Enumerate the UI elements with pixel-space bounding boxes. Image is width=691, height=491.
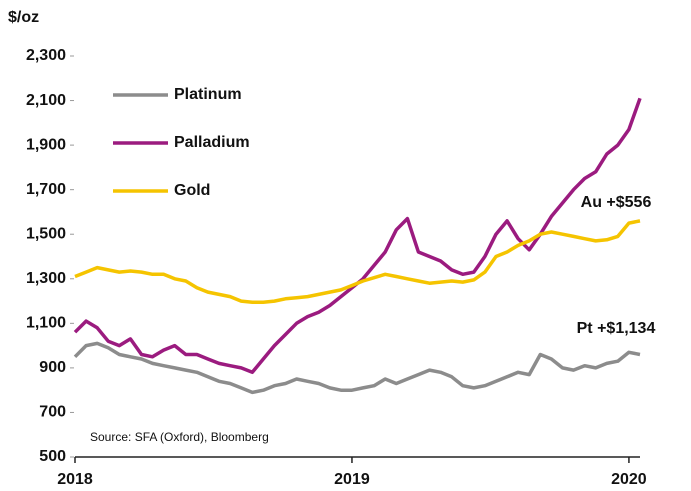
- y-tick-label: 900: [39, 359, 66, 376]
- x-tick-label: 2019: [334, 471, 370, 488]
- y-tick-label: 2,100: [26, 92, 66, 109]
- x-tick-label: 2020: [611, 471, 647, 488]
- legend-label: Gold: [174, 182, 210, 199]
- y-tick-label: 1,700: [26, 181, 66, 198]
- series-line: [74, 219, 641, 304]
- y-tick-label: 1,500: [26, 225, 66, 242]
- y-tick-label: 700: [39, 404, 66, 421]
- y-tick-label: 1,900: [26, 136, 66, 153]
- legend-label: Platinum: [174, 86, 242, 103]
- y-tick-label: 1,300: [26, 270, 66, 287]
- annotation: Au +$556: [581, 194, 652, 211]
- y-axis-label: $/oz: [8, 9, 39, 26]
- x-tick-label: 2018: [57, 471, 93, 488]
- y-tick-label: 1,100: [26, 315, 66, 332]
- source-note: Source: SFA (Oxford), Bloomberg: [90, 430, 269, 444]
- series-line: [73, 97, 642, 375]
- legend-label: Palladium: [174, 134, 250, 151]
- y-tick-label: 500: [39, 448, 66, 465]
- y-tick-label: 2,300: [26, 47, 66, 64]
- series-line: [73, 341, 641, 395]
- annotation: Pt +$1,134: [577, 320, 656, 337]
